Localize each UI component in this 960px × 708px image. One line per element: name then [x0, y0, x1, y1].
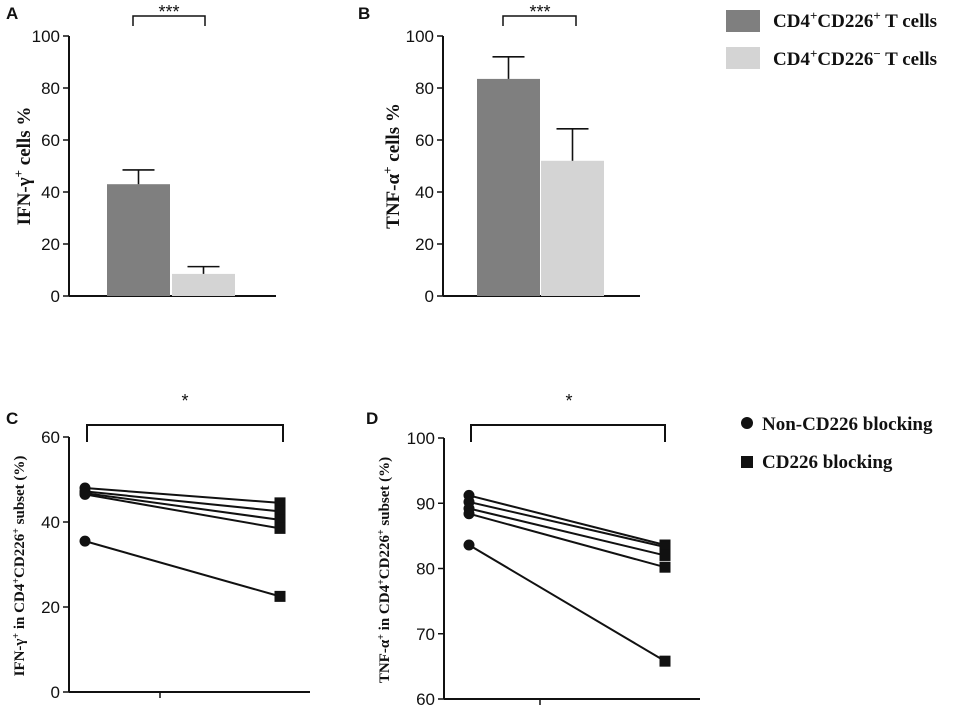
- subject-line: [468, 512, 666, 569]
- legend-circle-marker: [741, 417, 753, 429]
- y-tick-label: 60: [41, 131, 60, 150]
- blocking-point: [659, 541, 671, 553]
- blocking-point: [274, 522, 286, 534]
- blocking-point: [659, 549, 671, 561]
- y-tick-label: 60: [41, 428, 60, 447]
- bar: [172, 273, 235, 296]
- panel-d-significance-label: *: [565, 391, 572, 411]
- blocking-point: [659, 561, 671, 573]
- subject-line: [84, 540, 281, 598]
- panel-a: A 0 20 40 60 80 100 IFN-γ+ cells % ***: [6, 2, 276, 306]
- panel-a-letter: A: [6, 4, 18, 23]
- y-tick-label: 0: [425, 287, 434, 306]
- panel-d-letter: D: [366, 409, 378, 428]
- subject-line: [84, 492, 281, 521]
- blocking-point: [659, 655, 671, 667]
- y-tick-label: 60: [416, 690, 435, 708]
- y-tick-label: 0: [51, 683, 60, 702]
- y-tick-label: 80: [416, 560, 435, 579]
- subject-line: [468, 500, 666, 548]
- panel-c-significance-label: *: [181, 391, 188, 411]
- panel-b-letter: B: [358, 4, 370, 23]
- panel-c-y-label: IFN-γ+ in CD4+CD226+ subset (%): [11, 456, 29, 677]
- blocking-point: [274, 497, 286, 509]
- panel-c-significance-bracket: [86, 424, 284, 442]
- panel-c: C 0 20 40 60 IFN-γ+ in CD4+CD226+ subset (%…: [6, 391, 310, 702]
- panel-b-y-label: TNF-α+ cells %: [380, 103, 405, 229]
- legend-label-non-blocking: Non-CD226 blocking: [762, 414, 933, 435]
- bar: [477, 78, 540, 297]
- bar: [541, 160, 604, 296]
- legend-label-blocking: CD226 blocking: [762, 452, 893, 473]
- subject-line: [84, 493, 281, 530]
- panel-d-y-label: TNF-α+ in CD4+CD226+ subset (%): [376, 457, 394, 683]
- y-tick-label: 40: [41, 183, 60, 202]
- y-tick-label: 90: [416, 494, 435, 513]
- legend-swatch-cd226-neg: [726, 47, 760, 69]
- panel-d-significance-bracket: [470, 424, 666, 442]
- y-tick-label: 40: [41, 513, 60, 532]
- y-tick-label: 100: [406, 27, 434, 46]
- y-tick-label: 60: [415, 131, 434, 150]
- blocking-point: [274, 514, 286, 526]
- panel-b-significance-bracket: [502, 15, 577, 26]
- y-tick-label: 40: [415, 183, 434, 202]
- non-blocking-point: [463, 539, 475, 551]
- y-tick-label: 100: [32, 27, 60, 46]
- y-tick-label: 80: [415, 79, 434, 98]
- subject-line: [468, 494, 666, 546]
- y-tick-label: 20: [415, 235, 434, 254]
- bar: [107, 184, 170, 296]
- panel-d: D 60 70 80 90 100 TNF-α+ in CD4+CD226+ subse…: [366, 391, 700, 708]
- subject-line: [468, 507, 666, 557]
- legend-label-cd226-pos: CD4+CD226+ T cells: [773, 8, 937, 33]
- subject-line: [468, 544, 666, 663]
- non-blocking-point: [463, 508, 475, 520]
- y-tick-label: 100: [407, 429, 435, 448]
- legend-top: CD4+CD226+ T cells CD4+CD226− T cells: [726, 8, 937, 71]
- subject-line: [84, 490, 281, 513]
- panel-b-significance-label: ***: [529, 2, 550, 22]
- non-blocking-point: [79, 535, 91, 547]
- blocking-point: [274, 505, 286, 517]
- panel-a-significance-label: ***: [158, 2, 179, 22]
- panel-c-letter: C: [6, 409, 18, 428]
- subject-line: [84, 487, 281, 504]
- panel-a-y-label: IFN-γ+ cells %: [11, 107, 36, 226]
- panel-a-significance-bracket: [132, 15, 206, 26]
- y-tick-label: 80: [41, 79, 60, 98]
- y-tick-label: 20: [41, 598, 60, 617]
- legend-square-marker: [741, 456, 753, 468]
- legend-swatch-cd226-pos: [726, 10, 760, 32]
- y-tick-label: 0: [51, 287, 60, 306]
- y-tick-label: 20: [41, 235, 60, 254]
- legend-bottom: Non-CD226 blocking CD226 blocking: [741, 414, 933, 473]
- legend-label-cd226-neg: CD4+CD226− T cells: [773, 46, 937, 71]
- y-tick-label: 70: [416, 625, 435, 644]
- non-blocking-point: [79, 488, 91, 500]
- blocking-point: [274, 590, 286, 602]
- panel-b: B 0 20 40 60 80 100 TNF-α+ cells % ***: [358, 2, 640, 306]
